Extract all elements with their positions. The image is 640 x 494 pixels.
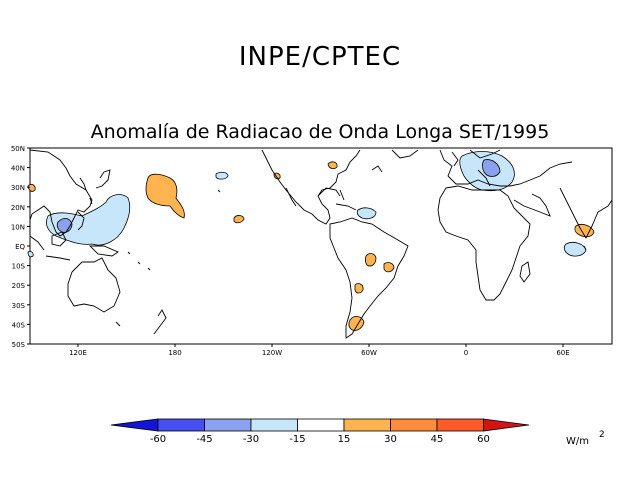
lat-label-50n: 50N (11, 145, 25, 153)
anomaly-negative-caribbean (356, 207, 377, 220)
coast-tasmania (115, 321, 121, 327)
legend-swatch-45-60 (436, 418, 484, 432)
legend-swatch-30-45 (390, 418, 438, 432)
anomaly-positive-south-america-2 (383, 262, 395, 273)
lon-label-120w: 120W (262, 349, 282, 357)
legend-label-minus-15: -15 (289, 434, 305, 445)
page-title: INPE/CPTEC (238, 42, 402, 72)
legend-swatch-minus-60-minus-45 (157, 418, 205, 432)
lat-label-30n: 30N (11, 184, 25, 192)
lat-label-20n: 20N (11, 204, 25, 212)
coast-india (559, 187, 613, 239)
coastlines (29, 149, 613, 339)
legend-unit-exponent: 2 (599, 430, 605, 440)
lat-axis (27, 147, 30, 345)
anomaly-positive-north-atlantic (327, 161, 338, 170)
anomaly-positive-japan (27, 183, 36, 192)
coast-hawaii (217, 189, 221, 193)
lat-label-eq: EQ (15, 243, 25, 251)
legend-label-15: 15 (338, 434, 351, 445)
legend-label-minus-45: -45 (196, 434, 212, 445)
coast-uk (451, 151, 459, 167)
coast-taiwan (89, 197, 93, 205)
lon-labels: 120E 180 120W 60W 0 60E (69, 349, 570, 357)
legend-swatch-minus-30-minus-15 (250, 418, 298, 432)
coast-madagascar (519, 261, 531, 283)
anomaly-regions (27, 151, 595, 331)
anomaly-positive-south-america-3 (354, 283, 364, 294)
coast-scandinavia (469, 149, 501, 159)
lon-label-0: 0 (464, 349, 468, 357)
coast-korea (79, 177, 87, 191)
coast-south-america (329, 217, 409, 339)
legend-swatch-above-60 (483, 418, 530, 432)
anomaly-negative-west-pacific (46, 194, 131, 246)
lat-label-40s: 40S (12, 321, 26, 329)
coast-europe (439, 149, 573, 187)
legend-level-labels: -60 -45 -30 -15 15 30 45 60 (150, 434, 490, 445)
anomaly-positive-small-mid-pacific (233, 215, 245, 224)
legend-swatch-minus-45-minus-30 (204, 418, 252, 432)
legend-colorbar (110, 418, 530, 432)
lat-label-20s: 20S (12, 282, 26, 290)
coast-newfoundland (371, 165, 383, 173)
coast-florida (339, 189, 345, 201)
legend-swatch-15-30 (343, 418, 391, 432)
lat-label-40n: 40N (11, 165, 25, 173)
anomaly-positive-south-america-1 (364, 253, 377, 267)
lon-label-60e: 60E (556, 349, 569, 357)
coast-java (45, 255, 71, 261)
legend-label-minus-30: -30 (243, 434, 259, 445)
legend-label-45: 45 (431, 434, 444, 445)
anomaly-strong-negative-europe (482, 159, 501, 177)
lon-label-120e: 120E (69, 349, 87, 357)
coast-africa (437, 185, 531, 301)
legend-label-minus-60: -60 (150, 434, 166, 445)
legend-label-30: 30 (384, 434, 397, 445)
coast-new-guinea (88, 245, 119, 257)
coast-new-zealand (153, 309, 167, 335)
lat-labels: 50N 40N 30N 20N 10N EQ 10S 20S 30S 40S 5… (11, 145, 26, 349)
coast-arabia (513, 193, 551, 217)
legend-unit-label: W/m (566, 436, 589, 447)
coast-pacific-islands-1 (127, 251, 151, 271)
lon-label-60w: 60W (361, 349, 377, 357)
coast-greenland (391, 149, 419, 159)
anomaly-negative-indian-ocean (563, 242, 587, 257)
lon-axis (77, 344, 564, 347)
coast-sri-lanka (583, 245, 587, 251)
anomaly-negative-small-mid-pacific (215, 171, 229, 180)
legend-swatch-minus-15-15 (297, 418, 345, 432)
coast-philippines (77, 211, 85, 231)
coast-baja (285, 187, 297, 207)
coast-borneo (51, 231, 67, 247)
lat-label-30s: 30S (12, 302, 26, 310)
coast-east-asia (29, 149, 93, 237)
anomaly-negative-indonesia-edge (27, 250, 34, 258)
legend-label-60: 60 (477, 434, 490, 445)
coast-sumatra (29, 235, 45, 251)
map-frame (29, 147, 613, 345)
coast-japan (95, 169, 111, 189)
coast-italy (477, 169, 491, 187)
map-title: Anomalía de Radiacao de Onda Longa SET/1… (90, 121, 550, 143)
legend-unit: W/m 2 (566, 430, 605, 447)
legend-swatch-below-minus-60 (110, 418, 159, 432)
coast-cuba (335, 203, 357, 211)
lat-label-10n: 10N (11, 223, 25, 231)
lat-label-50s: 50S (12, 341, 26, 349)
coast-australia (67, 257, 121, 313)
lat-label-10s: 10S (12, 263, 26, 271)
coast-north-america (261, 149, 361, 225)
anomaly-positive-pacific-north (145, 173, 185, 219)
coast-gulf-mexico (317, 187, 341, 197)
lon-label-180: 180 (168, 349, 181, 357)
